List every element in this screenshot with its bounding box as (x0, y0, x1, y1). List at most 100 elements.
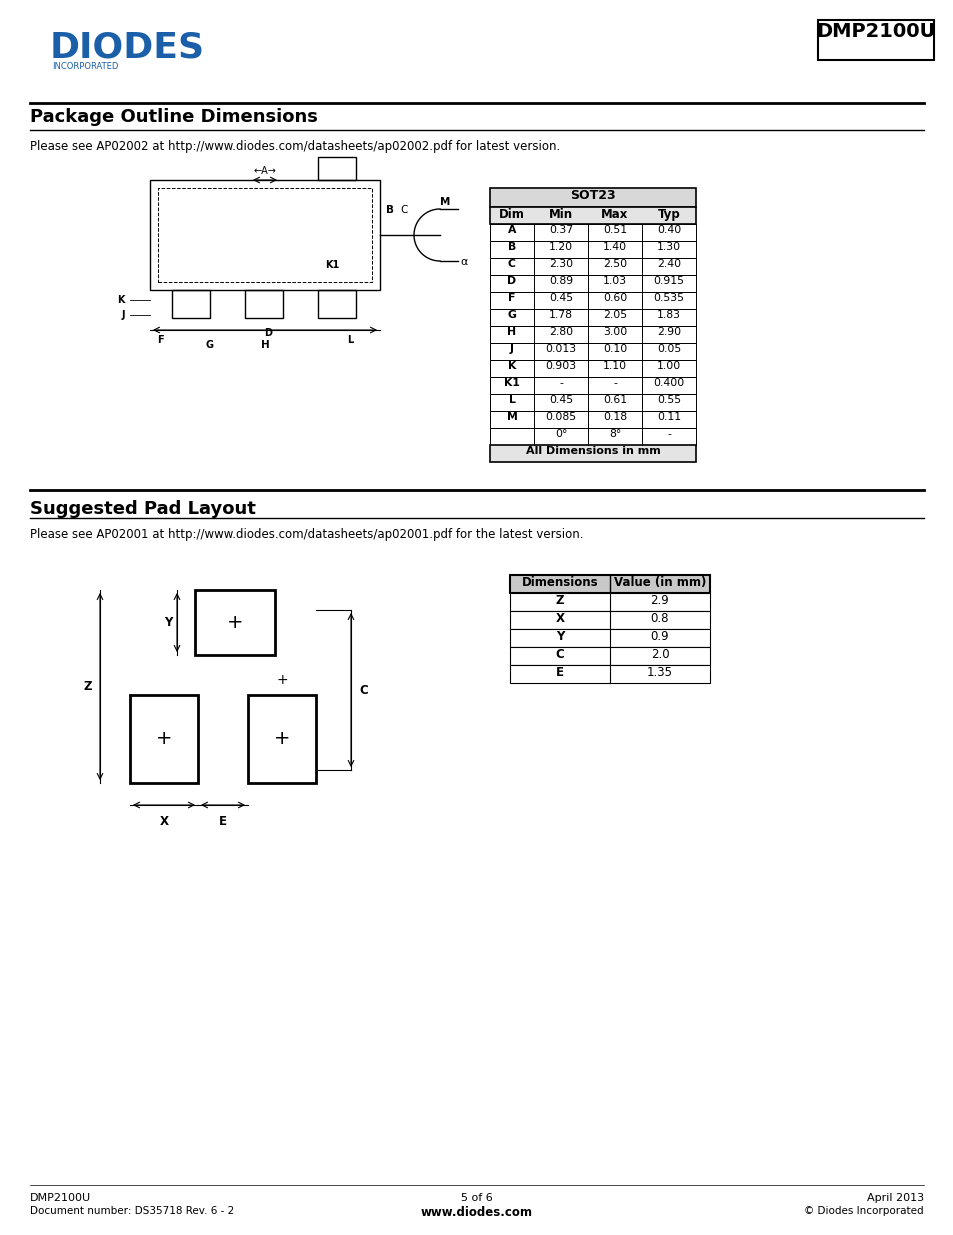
Text: 1.35: 1.35 (646, 666, 672, 679)
Text: D: D (264, 329, 272, 338)
Text: X: X (555, 613, 564, 625)
Text: -: - (613, 378, 617, 388)
Text: K1: K1 (325, 261, 339, 270)
Text: 0.400: 0.400 (653, 378, 684, 388)
Text: 0.11: 0.11 (657, 412, 680, 422)
Text: Please see AP02002 at http://www.diodes.com/datasheets/ap02002.pdf for latest ve: Please see AP02002 at http://www.diodes.… (30, 140, 559, 153)
Text: F: F (156, 335, 163, 345)
Text: SOT23: SOT23 (570, 189, 616, 203)
Text: Dim: Dim (498, 207, 524, 221)
Text: 0.37: 0.37 (548, 225, 573, 235)
Bar (490, 411, 696, 429)
Text: E: E (556, 666, 563, 679)
Text: K: K (117, 295, 125, 305)
Text: E: E (219, 815, 227, 827)
Bar (490, 326, 696, 343)
Text: Min: Min (548, 207, 573, 221)
Bar (490, 207, 696, 224)
Text: 0.61: 0.61 (602, 395, 626, 405)
Text: 0.085: 0.085 (545, 412, 576, 422)
Text: 2.90: 2.90 (657, 327, 680, 337)
Text: DIODES: DIODES (50, 30, 205, 64)
Text: 0.915: 0.915 (653, 275, 684, 287)
Text: INCORPORATED: INCORPORATED (52, 62, 118, 70)
Bar (510, 629, 709, 647)
Text: +: + (227, 613, 243, 631)
Bar (510, 647, 709, 664)
Text: 2.40: 2.40 (657, 259, 680, 269)
Text: 0.89: 0.89 (548, 275, 573, 287)
Bar (130, 695, 198, 783)
Bar (490, 445, 696, 462)
Bar (490, 258, 696, 275)
Text: DMP2100U: DMP2100U (816, 22, 935, 41)
Bar (248, 695, 315, 783)
Text: 0.40: 0.40 (657, 225, 680, 235)
Text: 0.51: 0.51 (602, 225, 626, 235)
Text: Document number: DS35718 Rev. 6 - 2: Document number: DS35718 Rev. 6 - 2 (30, 1207, 234, 1216)
Text: Z: Z (556, 594, 563, 606)
Text: 1.00: 1.00 (657, 361, 680, 370)
Text: 0°: 0° (555, 429, 567, 438)
Text: C: C (555, 648, 564, 661)
Text: 1.78: 1.78 (548, 310, 573, 320)
Text: 0.013: 0.013 (545, 345, 576, 354)
Text: C: C (358, 683, 367, 697)
Bar (158, 188, 372, 282)
Bar (150, 180, 379, 290)
Bar (194, 590, 274, 655)
Text: C: C (507, 259, 516, 269)
Text: 0.10: 0.10 (602, 345, 626, 354)
Bar (172, 290, 210, 317)
Text: C: C (399, 205, 407, 215)
Bar (317, 290, 355, 317)
Text: 0.535: 0.535 (653, 293, 684, 303)
Text: Suggested Pad Layout: Suggested Pad Layout (30, 500, 255, 517)
Bar (510, 593, 709, 611)
Text: G: G (206, 340, 213, 350)
Text: 2.05: 2.05 (602, 310, 626, 320)
Text: 0.05: 0.05 (657, 345, 680, 354)
Text: 0.903: 0.903 (545, 361, 576, 370)
Text: ←A→: ←A→ (253, 165, 276, 177)
Text: 3.00: 3.00 (602, 327, 626, 337)
Bar (490, 377, 696, 394)
Text: 2.80: 2.80 (548, 327, 573, 337)
Bar (510, 611, 709, 629)
Text: 0.45: 0.45 (548, 395, 573, 405)
Text: Package Outline Dimensions: Package Outline Dimensions (30, 107, 317, 126)
Bar (317, 157, 355, 180)
Text: +: + (155, 730, 172, 748)
Text: +: + (274, 730, 290, 748)
Text: Please see AP02001 at http://www.diodes.com/datasheets/ap02001.pdf for the lates: Please see AP02001 at http://www.diodes.… (30, 529, 583, 541)
Text: 0.60: 0.60 (602, 293, 626, 303)
Text: B: B (507, 242, 516, 252)
Text: 2.0: 2.0 (650, 648, 669, 661)
Bar (490, 429, 696, 445)
Bar (490, 241, 696, 258)
Text: 1.20: 1.20 (548, 242, 573, 252)
Text: Y: Y (556, 630, 563, 643)
Text: 2.9: 2.9 (650, 594, 669, 606)
Bar (490, 188, 696, 207)
Bar (490, 359, 696, 377)
Text: J: J (121, 310, 125, 320)
Bar (490, 309, 696, 326)
Text: 5 of 6: 5 of 6 (460, 1193, 493, 1203)
Text: G: G (507, 310, 516, 320)
Bar (490, 224, 696, 241)
Text: 0.55: 0.55 (657, 395, 680, 405)
Text: 0.45: 0.45 (548, 293, 573, 303)
Bar (490, 343, 696, 359)
Text: -: - (666, 429, 670, 438)
Text: 1.83: 1.83 (657, 310, 680, 320)
Text: © Diodes Incorporated: © Diodes Incorporated (803, 1207, 923, 1216)
Text: 1.03: 1.03 (602, 275, 626, 287)
Text: J: J (510, 345, 514, 354)
Text: 8°: 8° (608, 429, 620, 438)
Text: www.diodes.com: www.diodes.com (420, 1207, 533, 1219)
Text: DMP2100U: DMP2100U (30, 1193, 91, 1203)
Text: Dimensions: Dimensions (521, 576, 598, 589)
Text: L: L (347, 335, 353, 345)
Text: α: α (459, 257, 467, 267)
